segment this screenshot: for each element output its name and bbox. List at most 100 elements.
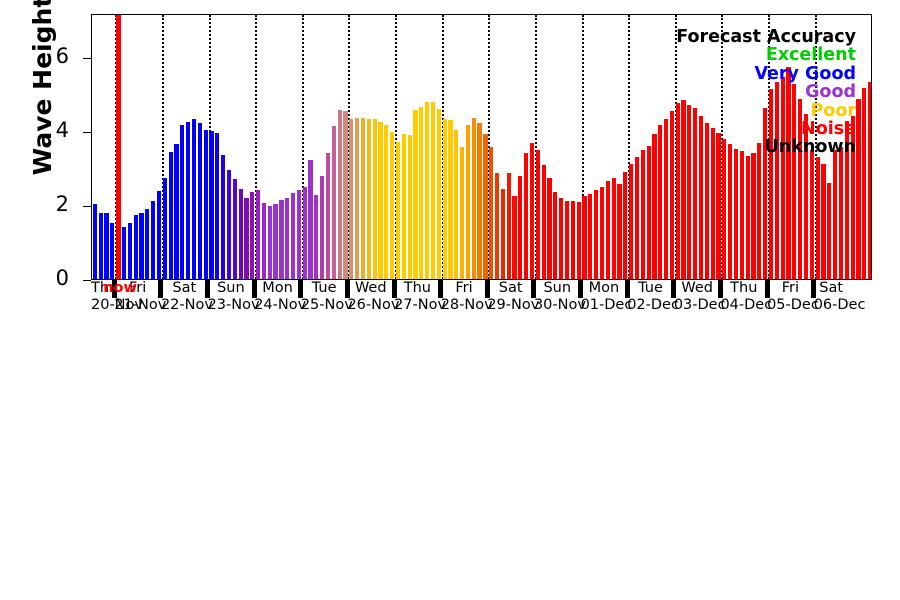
x-axis-day-label: Tue 02-Dec — [627, 280, 679, 316]
bar — [559, 198, 564, 279]
bar — [460, 146, 465, 279]
day-of-week: Wed — [681, 280, 713, 296]
bar — [279, 199, 284, 279]
day-gridline — [161, 15, 164, 279]
day-of-week: Thu — [403, 280, 431, 296]
x-axis-day-label: Sat 29-Nov — [487, 280, 540, 316]
bar — [594, 189, 599, 279]
x-axis-day-label: Mon 01-Dec — [581, 280, 633, 316]
bar — [308, 160, 313, 279]
bar — [640, 150, 645, 279]
bar — [658, 124, 663, 279]
x-axis-day-label: Fri 28-Nov — [441, 280, 493, 316]
bar — [401, 134, 406, 279]
day-separator — [624, 280, 630, 298]
bar — [98, 212, 103, 279]
bar — [570, 201, 575, 279]
bar — [605, 180, 610, 279]
day-date: 20-Nov — [91, 297, 143, 313]
bar — [669, 110, 674, 279]
bar — [803, 114, 809, 279]
bar — [739, 151, 744, 279]
legend-entry-very-good: Very Good — [754, 63, 856, 84]
day-of-week: Sat — [819, 280, 844, 296]
y-axis-tick-label: 2 — [55, 192, 69, 217]
day-separator — [391, 280, 397, 298]
bar — [553, 191, 558, 279]
bar — [506, 172, 511, 279]
bar — [436, 109, 441, 279]
bar — [629, 163, 634, 279]
day-separator — [671, 280, 677, 298]
day-separator — [205, 280, 211, 298]
bar — [92, 204, 97, 279]
bar — [710, 127, 715, 279]
legend-entry-good: Good — [805, 82, 856, 103]
bar — [320, 175, 325, 279]
bar — [675, 103, 680, 279]
bar — [197, 123, 202, 279]
bar — [809, 150, 814, 279]
bar — [652, 134, 657, 279]
bar — [693, 108, 698, 279]
bar — [378, 121, 383, 279]
y-axis-tick — [83, 58, 91, 60]
day-date: 21-Nov — [114, 297, 167, 313]
bar — [862, 87, 867, 279]
y-axis-tick-label: 0 — [55, 266, 69, 290]
bar — [290, 192, 296, 279]
bar — [733, 148, 739, 279]
bar — [425, 102, 430, 279]
x-axis-day-label: Tue 25-Nov — [300, 280, 353, 316]
x-axis-day-label: Thu 27-Nov — [394, 280, 446, 316]
day-separator — [717, 280, 723, 298]
bar — [477, 123, 482, 279]
bar — [844, 120, 849, 279]
bar — [518, 175, 523, 279]
bar — [384, 125, 389, 279]
day-date: 29-Nov — [487, 297, 540, 313]
day-separator — [158, 280, 164, 298]
day-separator — [111, 280, 117, 298]
y-axis-tick-label: 4 — [55, 118, 69, 143]
bar — [203, 130, 208, 279]
bar — [634, 157, 640, 279]
bar — [209, 131, 214, 279]
now-marker-label: now — [103, 280, 137, 296]
bar — [168, 151, 173, 279]
day-separator — [251, 280, 257, 298]
day-date: 02-Dec — [627, 297, 679, 313]
bar — [407, 134, 412, 279]
day-gridline — [301, 15, 304, 279]
bar — [780, 77, 785, 279]
bar — [704, 123, 709, 279]
y-axis-tick — [83, 280, 91, 281]
bar — [256, 190, 261, 279]
bar — [763, 107, 768, 279]
bar — [267, 205, 272, 279]
day-date: 25-Nov — [300, 297, 353, 313]
bar — [337, 109, 342, 279]
bar — [582, 195, 587, 279]
legend-entry-noise: Noise — [801, 119, 856, 140]
day-date: 30-Nov — [533, 297, 586, 313]
bar — [687, 104, 692, 279]
now-marker-line — [115, 15, 121, 279]
day-date: 04-Dec — [720, 297, 773, 313]
bar — [390, 131, 395, 279]
bar — [349, 119, 354, 279]
legend-title: Forecast Accuracy — [676, 27, 856, 47]
x-axis-day-label: Sun 23-Nov — [208, 280, 260, 316]
bar — [133, 215, 138, 279]
bar — [366, 119, 371, 279]
day-of-week: Thu — [91, 280, 119, 296]
day-of-week: Fri — [128, 280, 147, 296]
bar — [663, 119, 669, 279]
day-of-week: Wed — [354, 280, 387, 296]
x-axis-day-label: Thu 04-Dec — [720, 280, 773, 316]
bar — [454, 130, 459, 279]
day-date: 06-Dec — [813, 297, 866, 313]
legend-entries: Excellent Very Good Good Poor Noise Unknown — [676, 46, 856, 157]
day-separator — [811, 280, 817, 298]
